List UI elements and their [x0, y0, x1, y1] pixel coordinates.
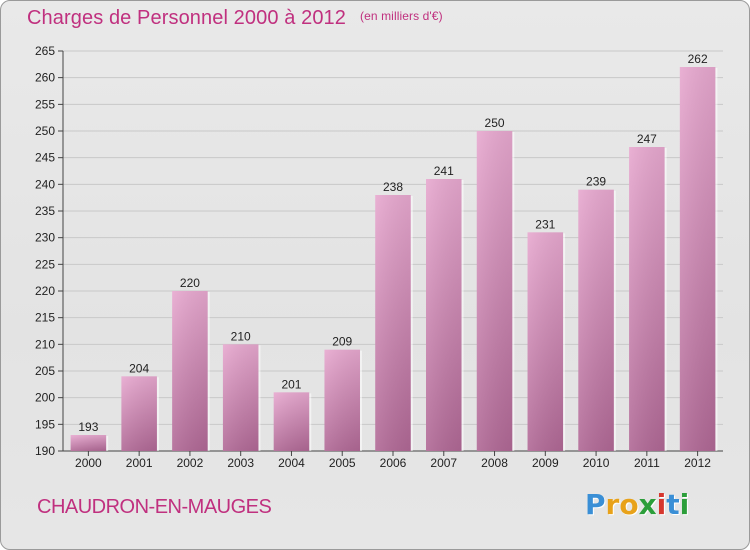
y-tick-label: 225 — [35, 257, 55, 271]
bar-shade — [679, 67, 716, 451]
data-label: 210 — [231, 329, 251, 343]
x-tick-label: 2003 — [227, 456, 254, 470]
bar-shade — [375, 195, 411, 451]
x-tick-label: 2002 — [177, 456, 204, 470]
data-label: 193 — [78, 420, 98, 434]
y-tick-label: 200 — [35, 391, 55, 405]
y-tick-label: 215 — [35, 311, 55, 325]
data-label: 250 — [485, 116, 505, 130]
bar-shade — [172, 291, 208, 451]
data-label: 239 — [586, 175, 606, 189]
y-tick-label: 220 — [35, 284, 55, 298]
data-label: 220 — [180, 276, 200, 290]
y-tick-label: 195 — [35, 417, 55, 431]
x-tick-label: 2007 — [430, 456, 457, 470]
bar-shade — [578, 189, 614, 451]
x-tick-label: 2001 — [126, 456, 153, 470]
y-tick-label: 230 — [35, 231, 55, 245]
bar-shade — [222, 344, 259, 451]
bar-shade — [476, 131, 513, 451]
bar-shade — [527, 232, 564, 451]
logo-letter: i — [656, 488, 667, 521]
chart-subtitle: (en milliers d'€) — [360, 9, 443, 23]
x-tick-label: 2012 — [684, 456, 711, 470]
bar-shade — [70, 435, 107, 451]
data-label: 247 — [637, 132, 657, 146]
x-tick-label: 2009 — [532, 456, 559, 470]
x-tick-label: 2011 — [634, 456, 660, 470]
data-label: 201 — [281, 377, 301, 391]
y-tick-label: 210 — [35, 337, 55, 351]
y-tick-label: 240 — [35, 177, 55, 191]
chart-title-text: Charges de Personnel 2000 à 2012 — [27, 7, 346, 29]
chart-title: Charges de Personnel 2000 à 2012 (en mill… — [27, 7, 443, 30]
y-tick-label: 205 — [35, 364, 55, 378]
x-tick-label: 2004 — [278, 456, 305, 470]
bar-shade — [629, 147, 665, 451]
logo-letter: t — [666, 488, 680, 521]
y-tick-label: 255 — [35, 97, 55, 111]
bars — [70, 67, 718, 451]
y-tick-label: 250 — [35, 124, 55, 138]
location-label: CHAUDRON-EN-MAUGES — [37, 496, 272, 518]
x-tick-label: 2006 — [380, 456, 407, 470]
x-tick-label: 2008 — [481, 456, 508, 470]
logo-letter: r — [605, 488, 620, 521]
logo-letter: P — [585, 488, 606, 521]
bar-shade — [426, 179, 462, 451]
x-tick-label: 2000 — [75, 456, 102, 470]
bar-shade — [324, 349, 360, 451]
y-tick-label: 190 — [35, 444, 55, 458]
proxiti-logo: Proxiti — [585, 488, 689, 521]
data-label: 204 — [129, 361, 149, 375]
labels: 2000 193 2001 204 2002 220 2003 210 2004 201 2005 2… — [75, 52, 711, 470]
y-tick-label: 235 — [35, 204, 55, 218]
logo-letter: x — [638, 488, 657, 521]
data-label: 241 — [434, 164, 454, 178]
data-label: 262 — [688, 52, 708, 66]
logo-letter: i — [679, 488, 690, 521]
data-label: 209 — [332, 335, 352, 349]
x-tick-label: 2010 — [583, 456, 610, 470]
y-tick-label: 245 — [35, 151, 55, 165]
logo-letter: o — [619, 488, 639, 521]
bar-shade — [273, 392, 310, 451]
x-tick-label: 2005 — [329, 456, 356, 470]
y-tick-label: 260 — [35, 71, 55, 85]
y-tick-label: 265 — [35, 44, 55, 58]
data-label: 238 — [383, 180, 403, 194]
bar-shade — [121, 376, 157, 451]
data-label: 231 — [535, 217, 555, 231]
